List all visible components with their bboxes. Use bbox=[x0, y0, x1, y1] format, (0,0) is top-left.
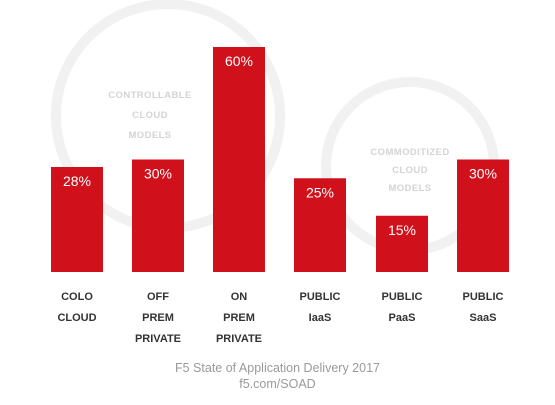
annotation-text: CONTROLLABLE bbox=[108, 90, 191, 101]
category-label: PRIVATE bbox=[135, 333, 181, 345]
footer-source: F5 State of Application Delivery 2017 bbox=[175, 361, 380, 375]
value-label: 25% bbox=[306, 184, 334, 200]
category-label: IaaS bbox=[309, 312, 332, 324]
bar bbox=[213, 47, 265, 272]
category-label: COLO bbox=[61, 291, 93, 303]
footer-url: f5.com/SOAD bbox=[239, 377, 316, 391]
bar bbox=[51, 167, 103, 272]
bar bbox=[294, 178, 346, 272]
category-label: PREM bbox=[142, 312, 174, 324]
value-label: 15% bbox=[388, 222, 416, 238]
annotation-text: CLOUD bbox=[392, 165, 428, 176]
annotation-text: MODELS bbox=[388, 183, 431, 194]
category-label: SaaS bbox=[470, 312, 497, 324]
value-label: 60% bbox=[225, 53, 253, 69]
category-label: PUBLIC bbox=[463, 291, 504, 303]
value-label: 30% bbox=[144, 166, 172, 182]
category-label: PREM bbox=[223, 312, 255, 324]
category-label: PaaS bbox=[389, 312, 416, 324]
annotation-text: CLOUD bbox=[132, 110, 168, 121]
category-label: PUBLIC bbox=[300, 291, 341, 303]
bar bbox=[132, 159, 184, 272]
annotation-text: COMMODITIZED bbox=[370, 147, 449, 158]
category-label: CLOUD bbox=[57, 312, 96, 324]
category-label: PUBLIC bbox=[382, 291, 423, 303]
category-label: OFF bbox=[147, 291, 169, 303]
value-label: 28% bbox=[63, 173, 91, 189]
bar bbox=[457, 159, 509, 272]
bar bbox=[376, 215, 428, 272]
annotation-text: MODELS bbox=[128, 130, 171, 141]
category-label: ON bbox=[231, 291, 248, 303]
category-label: PRIVATE bbox=[216, 333, 262, 345]
value-label: 30% bbox=[469, 166, 497, 182]
